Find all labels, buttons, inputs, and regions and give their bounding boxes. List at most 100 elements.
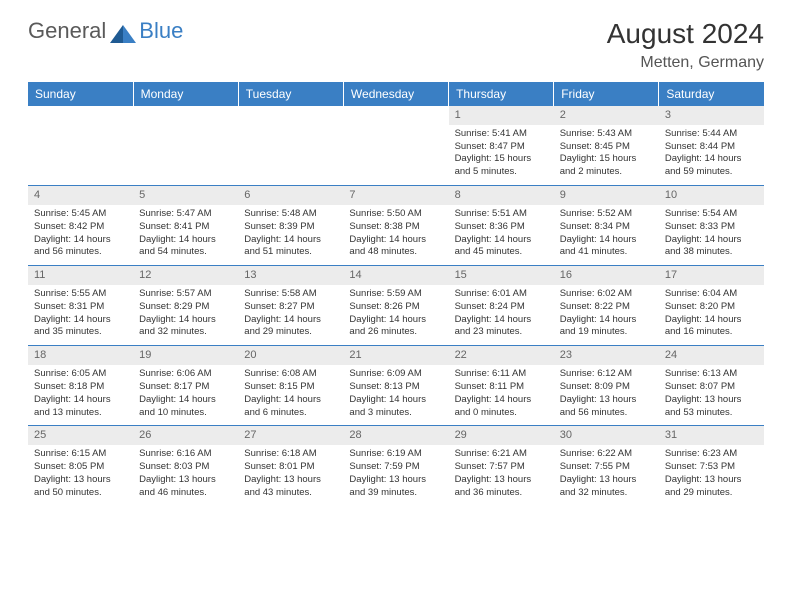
day-info: Sunrise: 6:05 AMSunset: 8:18 PMDaylight:… — [34, 368, 127, 419]
calendar-day-cell: 27Sunrise: 6:18 AMSunset: 8:01 PMDayligh… — [238, 426, 343, 506]
calendar-day-cell — [343, 106, 448, 186]
day-info: Sunrise: 6:09 AMSunset: 8:13 PMDaylight:… — [349, 368, 442, 419]
day-info: Sunrise: 6:04 AMSunset: 8:20 PMDaylight:… — [665, 288, 758, 339]
day-info: Sunrise: 5:44 AMSunset: 8:44 PMDaylight:… — [665, 128, 758, 179]
day-info: Sunrise: 5:50 AMSunset: 8:38 PMDaylight:… — [349, 208, 442, 259]
day-info: Sunrise: 5:51 AMSunset: 8:36 PMDaylight:… — [455, 208, 548, 259]
weekday-header: Wednesday — [343, 82, 448, 106]
calendar-day-cell: 16Sunrise: 6:02 AMSunset: 8:22 PMDayligh… — [554, 266, 659, 346]
day-number: 5 — [133, 186, 238, 205]
calendar-day-cell: 4Sunrise: 5:45 AMSunset: 8:42 PMDaylight… — [28, 186, 133, 266]
day-info: Sunrise: 5:54 AMSunset: 8:33 PMDaylight:… — [665, 208, 758, 259]
calendar-day-cell: 22Sunrise: 6:11 AMSunset: 8:11 PMDayligh… — [449, 346, 554, 426]
day-number: 30 — [554, 426, 659, 445]
weekday-header: Friday — [554, 82, 659, 106]
day-info: Sunrise: 5:47 AMSunset: 8:41 PMDaylight:… — [139, 208, 232, 259]
weekday-header: Tuesday — [238, 82, 343, 106]
day-info: Sunrise: 5:52 AMSunset: 8:34 PMDaylight:… — [560, 208, 653, 259]
day-number: 1 — [449, 106, 554, 125]
day-number: 19 — [133, 346, 238, 365]
day-number: 12 — [133, 266, 238, 285]
brand-part2: Blue — [139, 18, 183, 44]
calendar-day-cell: 25 Sunrise: 6:15 AMSunset: 8:05 PMDayligh… — [28, 426, 133, 506]
calendar-day-cell: 18 Sunrise: 6:05 AMSunset: 8:18 PMDayligh… — [28, 346, 133, 426]
day-info: Sunrise: 5:43 AMSunset: 8:45 PMDaylight:… — [560, 128, 653, 179]
day-number: 2 — [554, 106, 659, 125]
day-number: 8 — [449, 186, 554, 205]
calendar-day-cell: 15Sunrise: 6:01 AMSunset: 8:24 PMDayligh… — [449, 266, 554, 346]
day-number: 27 — [238, 426, 343, 445]
day-info: Sunrise: 6:21 AMSunset: 7:57 PMDaylight:… — [455, 448, 548, 499]
calendar-day-cell: 9 Sunrise: 5:52 AMSunset: 8:34 PMDaylight… — [554, 186, 659, 266]
day-number: 7 — [343, 186, 448, 205]
calendar-day-cell: 19 Sunrise: 6:06 AMSunset: 8:17 PMDayligh… — [133, 346, 238, 426]
day-number: 25 — [28, 426, 133, 445]
day-info: Sunrise: 6:19 AMSunset: 7:59 PMDaylight:… — [349, 448, 442, 499]
day-number: 24 — [659, 346, 764, 365]
calendar-day-cell: 23Sunrise: 6:12 AMSunset: 8:09 PMDayligh… — [554, 346, 659, 426]
day-number: 31 — [659, 426, 764, 445]
calendar-day-cell: 13 Sunrise: 5:58 AMSunset: 8:27 PMDayligh… — [238, 266, 343, 346]
calendar-week-row: 4Sunrise: 5:45 AMSunset: 8:42 PMDaylight… — [28, 186, 764, 266]
page-header: General Blue August 2024 Metten, Germany — [28, 18, 764, 72]
day-info: Sunrise: 6:15 AMSunset: 8:05 PMDaylight:… — [34, 448, 127, 499]
blank-day — [28, 106, 133, 124]
brand-logo: General Blue — [28, 18, 183, 44]
calendar-day-cell: 7 Sunrise: 5:50 AMSunset: 8:38 PMDaylight… — [343, 186, 448, 266]
calendar-day-cell: 28Sunrise: 6:19 AMSunset: 7:59 PMDayligh… — [343, 426, 448, 506]
day-number: 10 — [659, 186, 764, 205]
day-info: Sunrise: 5:48 AMSunset: 8:39 PMDaylight:… — [244, 208, 337, 259]
calendar-day-cell — [238, 106, 343, 186]
day-info: Sunrise: 6:01 AMSunset: 8:24 PMDaylight:… — [455, 288, 548, 339]
weekday-header-row: Sunday Monday Tuesday Wednesday Thursday… — [28, 82, 764, 106]
triangle-icon — [110, 23, 136, 43]
weekday-header: Sunday — [28, 82, 133, 106]
day-info: Sunrise: 6:06 AMSunset: 8:17 PMDaylight:… — [139, 368, 232, 419]
day-number: 16 — [554, 266, 659, 285]
calendar-day-cell — [133, 106, 238, 186]
calendar-day-cell: 6 Sunrise: 5:48 AMSunset: 8:39 PMDaylight… — [238, 186, 343, 266]
calendar-day-cell: 11Sunrise: 5:55 AMSunset: 8:31 PMDayligh… — [28, 266, 133, 346]
day-info: Sunrise: 5:41 AMSunset: 8:47 PMDaylight:… — [455, 128, 548, 179]
day-number: 21 — [343, 346, 448, 365]
calendar-day-cell: 26 Sunrise: 6:16 AMSunset: 8:03 PMDayligh… — [133, 426, 238, 506]
day-info: Sunrise: 5:57 AMSunset: 8:29 PMDaylight:… — [139, 288, 232, 339]
calendar-day-cell: 31 Sunrise: 6:23 AMSunset: 7:53 PMDayligh… — [659, 426, 764, 506]
day-info: Sunrise: 6:22 AMSunset: 7:55 PMDaylight:… — [560, 448, 653, 499]
calendar-table: Sunday Monday Tuesday Wednesday Thursday… — [28, 82, 764, 505]
day-info: Sunrise: 5:59 AMSunset: 8:26 PMDaylight:… — [349, 288, 442, 339]
day-number: 9 — [554, 186, 659, 205]
calendar-day-cell: 24Sunrise: 6:13 AMSunset: 8:07 PMDayligh… — [659, 346, 764, 426]
day-number: 14 — [343, 266, 448, 285]
day-info: Sunrise: 6:11 AMSunset: 8:11 PMDaylight:… — [455, 368, 548, 419]
month-title: August 2024 — [607, 18, 764, 50]
calendar-day-cell: 10 Sunrise: 5:54 AMSunset: 8:33 PMDayligh… — [659, 186, 764, 266]
day-number: 4 — [28, 186, 133, 205]
day-number: 20 — [238, 346, 343, 365]
calendar-week-row: 25 Sunrise: 6:15 AMSunset: 8:05 PMDayligh… — [28, 426, 764, 506]
day-info: Sunrise: 5:58 AMSunset: 8:27 PMDaylight:… — [244, 288, 337, 339]
blank-day — [238, 106, 343, 124]
weekday-header: Monday — [133, 82, 238, 106]
day-number: 26 — [133, 426, 238, 445]
day-info: Sunrise: 6:08 AMSunset: 8:15 PMDaylight:… — [244, 368, 337, 419]
day-number: 6 — [238, 186, 343, 205]
brand-part1: General — [28, 18, 106, 44]
weekday-header: Thursday — [449, 82, 554, 106]
calendar-day-cell: 12 Sunrise: 5:57 AMSunset: 8:29 PMDayligh… — [133, 266, 238, 346]
day-info: Sunrise: 5:55 AMSunset: 8:31 PMDaylight:… — [34, 288, 127, 339]
blank-day — [343, 106, 448, 124]
calendar-day-cell: 21 Sunrise: 6:09 AMSunset: 8:13 PMDayligh… — [343, 346, 448, 426]
day-number: 23 — [554, 346, 659, 365]
day-number: 13 — [238, 266, 343, 285]
calendar-week-row: 11Sunrise: 5:55 AMSunset: 8:31 PMDayligh… — [28, 266, 764, 346]
day-info: Sunrise: 6:23 AMSunset: 7:53 PMDaylight:… — [665, 448, 758, 499]
day-number: 3 — [659, 106, 764, 125]
day-number: 29 — [449, 426, 554, 445]
day-info: Sunrise: 6:16 AMSunset: 8:03 PMDaylight:… — [139, 448, 232, 499]
day-number: 18 — [28, 346, 133, 365]
calendar-week-row: 1 Sunrise: 5:41 AMSunset: 8:47 PMDaylight… — [28, 106, 764, 186]
calendar-day-cell: 30 Sunrise: 6:22 AMSunset: 7:55 PMDayligh… — [554, 426, 659, 506]
day-number: 17 — [659, 266, 764, 285]
blank-day — [133, 106, 238, 124]
